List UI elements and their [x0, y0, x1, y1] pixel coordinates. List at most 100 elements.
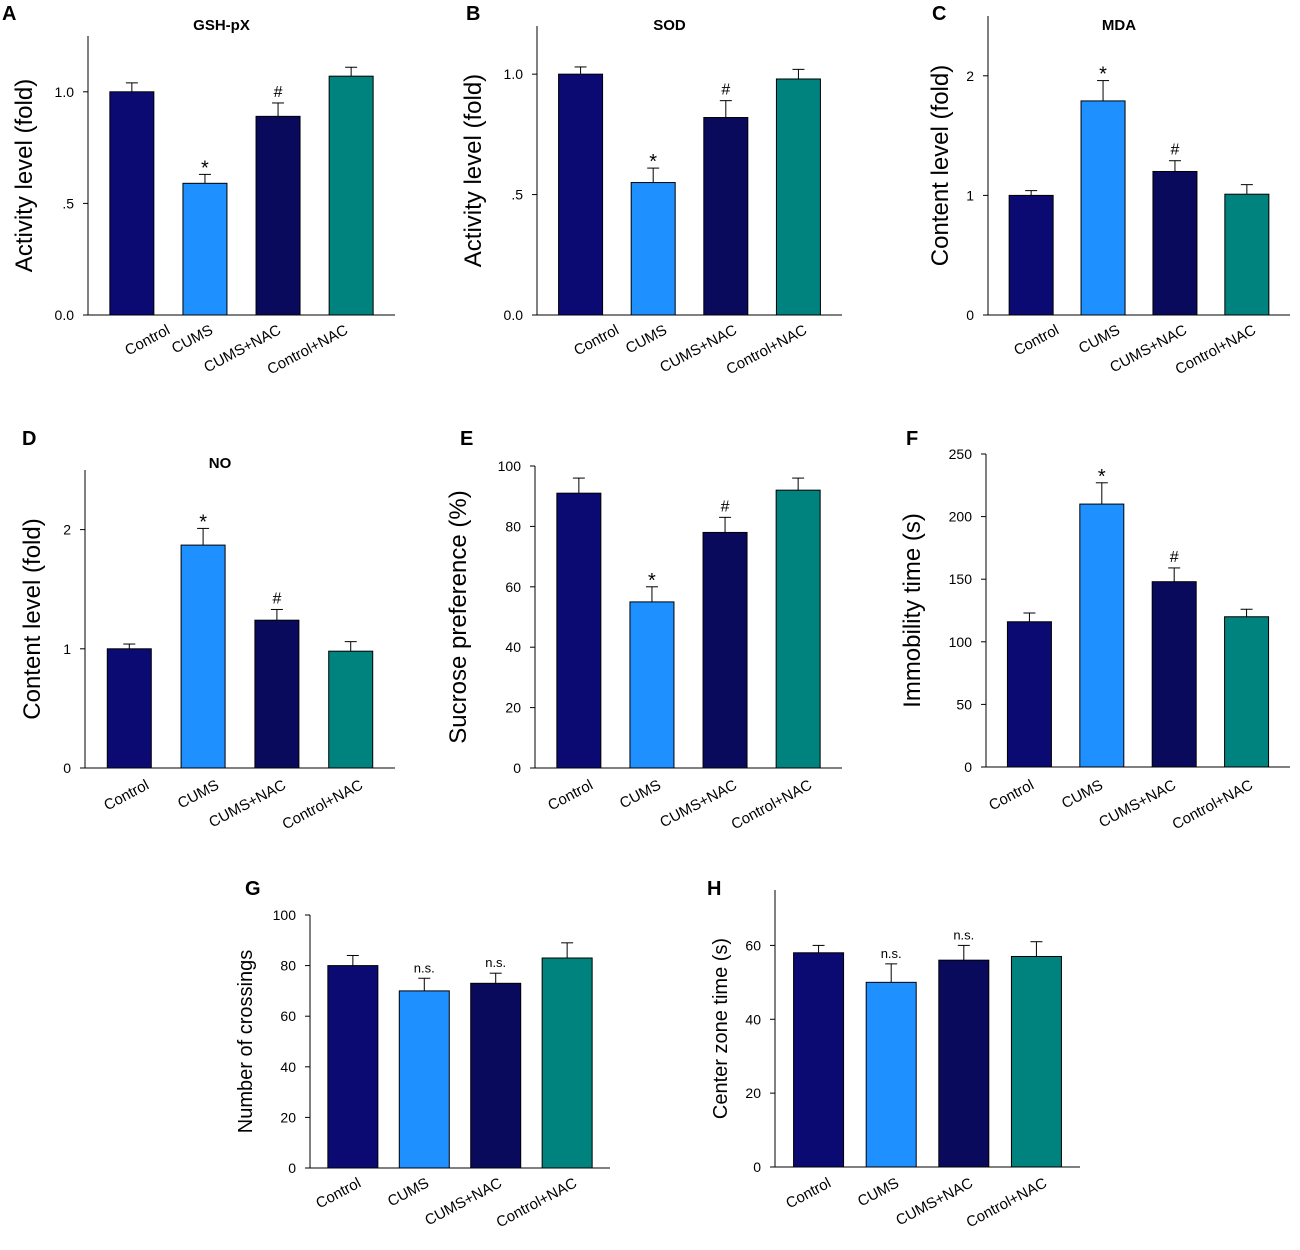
bar-control	[556, 492, 602, 769]
chart-title: SOD	[653, 17, 686, 34]
panel-c: C MDA 0 1 2 Content level (fold) Control * CUMS #…	[927, 3, 1290, 378]
panel-f: F 0 50 100 150 200 250 Immobility time (s) Contr…	[899, 428, 1290, 833]
x-tick-label: Control+NAC	[728, 776, 815, 833]
x-tick-label: CUMS	[175, 777, 222, 813]
bar-cums	[180, 544, 226, 769]
x-tick-label: Control	[783, 1175, 834, 1213]
chart-title: NO	[209, 455, 232, 472]
bar-control-plus-nac	[1010, 955, 1062, 1168]
bar-control	[1008, 194, 1054, 316]
x-tick-label: Control+NAC	[723, 321, 810, 378]
y-tick-label: 100	[498, 458, 522, 474]
bar-control-plus-nac	[328, 650, 374, 769]
x-tick-label: CUMS	[1059, 777, 1106, 813]
significance-marker: #	[721, 82, 730, 99]
x-tick-label: CUMS+NAC	[206, 776, 289, 831]
significance-marker: *	[1098, 466, 1106, 488]
significance-marker: n.s.	[414, 960, 435, 975]
y-tick-label: 0	[966, 307, 974, 323]
y-tick-label: 150	[949, 571, 973, 587]
x-tick-label: CUMS+NAC	[1096, 776, 1179, 831]
y-axis-label: Content level (fold)	[927, 65, 954, 266]
bar-cums-plus-nac	[938, 959, 990, 1168]
y-tick-label: 60	[505, 579, 521, 595]
y-tick-label: 2	[966, 68, 974, 84]
y-tick-label: .5	[511, 187, 523, 203]
bar-cums	[182, 182, 228, 316]
panel-d: D NO 0 1 2 Content level (fold) Control * CUMS # C…	[19, 428, 395, 833]
y-tick-label: 40	[280, 1059, 296, 1075]
x-tick-label: Control	[122, 322, 173, 360]
panel-letter: E	[460, 428, 473, 450]
y-tick-label: 20	[745, 1085, 761, 1101]
chart-title: GSH-pX	[193, 17, 250, 34]
significance-marker: *	[199, 511, 207, 533]
y-tick-label: 20	[280, 1109, 296, 1125]
bar-cums-plus-nac	[255, 115, 301, 316]
y-tick-label: 1.0	[55, 84, 75, 100]
y-axis-label: Number of crossings	[235, 950, 257, 1133]
bar-cums-plus-nac	[254, 619, 300, 769]
y-axis-label: Activity level (fold)	[11, 79, 38, 272]
bar-control-plus-nac	[775, 78, 821, 316]
bar-cums	[865, 981, 917, 1168]
panel-letter: F	[906, 428, 918, 450]
x-tick-label: Control	[313, 1175, 364, 1213]
panel-e: E 0 20 40 60 80 100 Sucrose preference (%) Contr…	[445, 428, 842, 833]
y-tick-label: 100	[949, 634, 973, 650]
y-axis-label: Center zone time (s)	[710, 938, 732, 1119]
bar-control-plus-nac	[541, 957, 593, 1169]
x-tick-label: Control+NAC	[963, 1174, 1050, 1231]
y-tick-label: 2	[63, 522, 71, 538]
bar-cums-plus-nac	[703, 117, 749, 316]
y-tick-label: 200	[949, 509, 973, 525]
bar-control	[1006, 621, 1052, 768]
panel-letter: C	[932, 3, 946, 25]
panel-h: H 0 20 40 60 Center zone time (s) Control n.s. C…	[707, 878, 1080, 1231]
significance-marker: *	[1099, 64, 1107, 86]
y-tick-label: 60	[745, 937, 761, 953]
bar-cums-plus-nac	[470, 982, 522, 1169]
bar-control	[793, 952, 845, 1168]
y-tick-label: 40	[505, 639, 521, 655]
panel-letter: A	[2, 3, 16, 25]
x-tick-label: Control	[571, 322, 622, 360]
bar-cums-plus-nac	[1152, 170, 1198, 316]
x-tick-label: Control	[1011, 322, 1062, 360]
significance-marker: #	[721, 498, 730, 515]
significance-marker: #	[274, 84, 283, 101]
y-tick-label: 100	[273, 907, 297, 923]
x-tick-label: CUMS+NAC	[657, 776, 740, 831]
x-tick-label: Control+NAC	[493, 1174, 580, 1231]
significance-marker: #	[272, 590, 281, 607]
y-tick-label: 60	[280, 1008, 296, 1024]
bar-control	[558, 73, 604, 316]
x-tick-label: Control+NAC	[279, 776, 366, 833]
panel-letter: H	[707, 878, 721, 900]
x-tick-label: Control+NAC	[1169, 776, 1256, 833]
x-tick-label: CUMS+NAC	[893, 1174, 976, 1229]
panel-b: B SOD 0.0 .5 1.0 Activity level (fold) Control…	[460, 3, 842, 378]
y-tick-label: 1	[966, 187, 974, 203]
y-tick-label: 250	[949, 446, 973, 462]
bar-cums	[630, 182, 676, 316]
significance-marker: #	[1170, 142, 1179, 159]
x-tick-label: CUMS	[855, 1175, 902, 1211]
bar-cums	[629, 601, 675, 769]
bar-cums-plus-nac	[702, 531, 748, 769]
y-tick-label: 0	[288, 1160, 296, 1176]
x-tick-label: CUMS	[1076, 322, 1123, 358]
y-tick-label: 1.0	[504, 66, 524, 82]
y-tick-label: 0.0	[504, 307, 524, 323]
x-tick-label: CUMS	[169, 322, 216, 358]
significance-marker: n.s.	[953, 927, 974, 942]
bar-control	[327, 965, 379, 1169]
y-tick-label: 50	[956, 696, 972, 712]
chart-title: MDA	[1102, 17, 1136, 34]
bar-control-plus-nac	[775, 489, 821, 769]
x-tick-label: CUMS+NAC	[422, 1174, 505, 1229]
y-axis-label: Content level (fold)	[19, 518, 46, 719]
y-axis-label: Activity level (fold)	[460, 74, 487, 267]
y-tick-label: 0	[63, 760, 71, 776]
